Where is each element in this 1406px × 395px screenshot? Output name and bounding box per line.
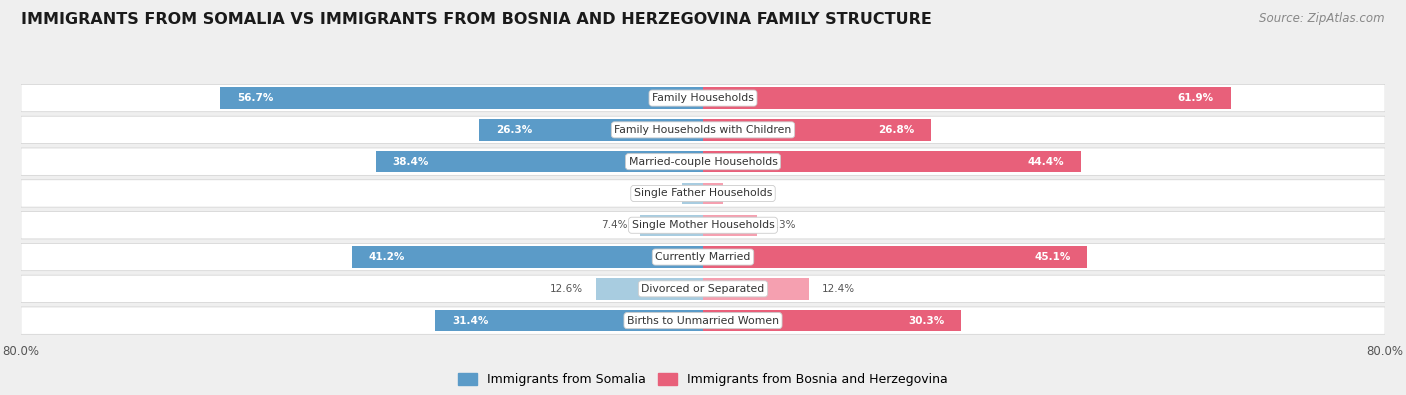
Text: Births to Unmarried Women: Births to Unmarried Women bbox=[627, 316, 779, 325]
Bar bbox=[703, 310, 962, 331]
Bar bbox=[352, 246, 703, 268]
Text: Family Households: Family Households bbox=[652, 93, 754, 103]
Text: 44.4%: 44.4% bbox=[1028, 157, 1064, 167]
Bar bbox=[703, 278, 808, 299]
Text: Married-couple Households: Married-couple Households bbox=[628, 157, 778, 167]
Text: 31.4%: 31.4% bbox=[453, 316, 489, 325]
Bar bbox=[640, 214, 703, 236]
Bar bbox=[479, 119, 703, 141]
Text: IMMIGRANTS FROM SOMALIA VS IMMIGRANTS FROM BOSNIA AND HERZEGOVINA FAMILY STRUCTU: IMMIGRANTS FROM SOMALIA VS IMMIGRANTS FR… bbox=[21, 12, 932, 27]
FancyBboxPatch shape bbox=[21, 180, 1385, 207]
Bar bbox=[596, 278, 703, 299]
FancyBboxPatch shape bbox=[21, 85, 1385, 112]
Bar bbox=[436, 310, 703, 331]
Text: 26.3%: 26.3% bbox=[496, 125, 531, 135]
Bar bbox=[703, 119, 931, 141]
Text: Family Households with Children: Family Households with Children bbox=[614, 125, 792, 135]
FancyBboxPatch shape bbox=[21, 212, 1385, 239]
Text: Currently Married: Currently Married bbox=[655, 252, 751, 262]
Text: 12.6%: 12.6% bbox=[550, 284, 583, 294]
Bar bbox=[375, 151, 703, 172]
Text: 38.4%: 38.4% bbox=[392, 157, 429, 167]
FancyBboxPatch shape bbox=[21, 116, 1385, 143]
Text: 41.2%: 41.2% bbox=[368, 252, 405, 262]
Text: 12.4%: 12.4% bbox=[821, 284, 855, 294]
Text: 26.8%: 26.8% bbox=[879, 125, 914, 135]
Bar bbox=[219, 87, 703, 109]
Text: 30.3%: 30.3% bbox=[908, 316, 945, 325]
Text: 56.7%: 56.7% bbox=[236, 93, 273, 103]
Text: 45.1%: 45.1% bbox=[1033, 252, 1070, 262]
FancyBboxPatch shape bbox=[21, 275, 1385, 303]
Bar bbox=[703, 151, 1081, 172]
Text: 61.9%: 61.9% bbox=[1177, 93, 1213, 103]
Text: 7.4%: 7.4% bbox=[600, 220, 627, 230]
FancyBboxPatch shape bbox=[21, 307, 1385, 334]
Text: Single Mother Households: Single Mother Households bbox=[631, 220, 775, 230]
Bar bbox=[703, 183, 724, 204]
Text: 6.3%: 6.3% bbox=[769, 220, 796, 230]
FancyBboxPatch shape bbox=[21, 148, 1385, 175]
Text: Single Father Households: Single Father Households bbox=[634, 188, 772, 198]
FancyBboxPatch shape bbox=[21, 243, 1385, 271]
Bar bbox=[682, 183, 703, 204]
Text: Divorced or Separated: Divorced or Separated bbox=[641, 284, 765, 294]
Bar bbox=[703, 87, 1230, 109]
Bar bbox=[703, 246, 1087, 268]
Bar bbox=[703, 214, 756, 236]
Legend: Immigrants from Somalia, Immigrants from Bosnia and Herzegovina: Immigrants from Somalia, Immigrants from… bbox=[453, 368, 953, 391]
Text: 2.4%: 2.4% bbox=[737, 188, 762, 198]
Text: Source: ZipAtlas.com: Source: ZipAtlas.com bbox=[1260, 12, 1385, 25]
Text: 2.5%: 2.5% bbox=[643, 188, 669, 198]
